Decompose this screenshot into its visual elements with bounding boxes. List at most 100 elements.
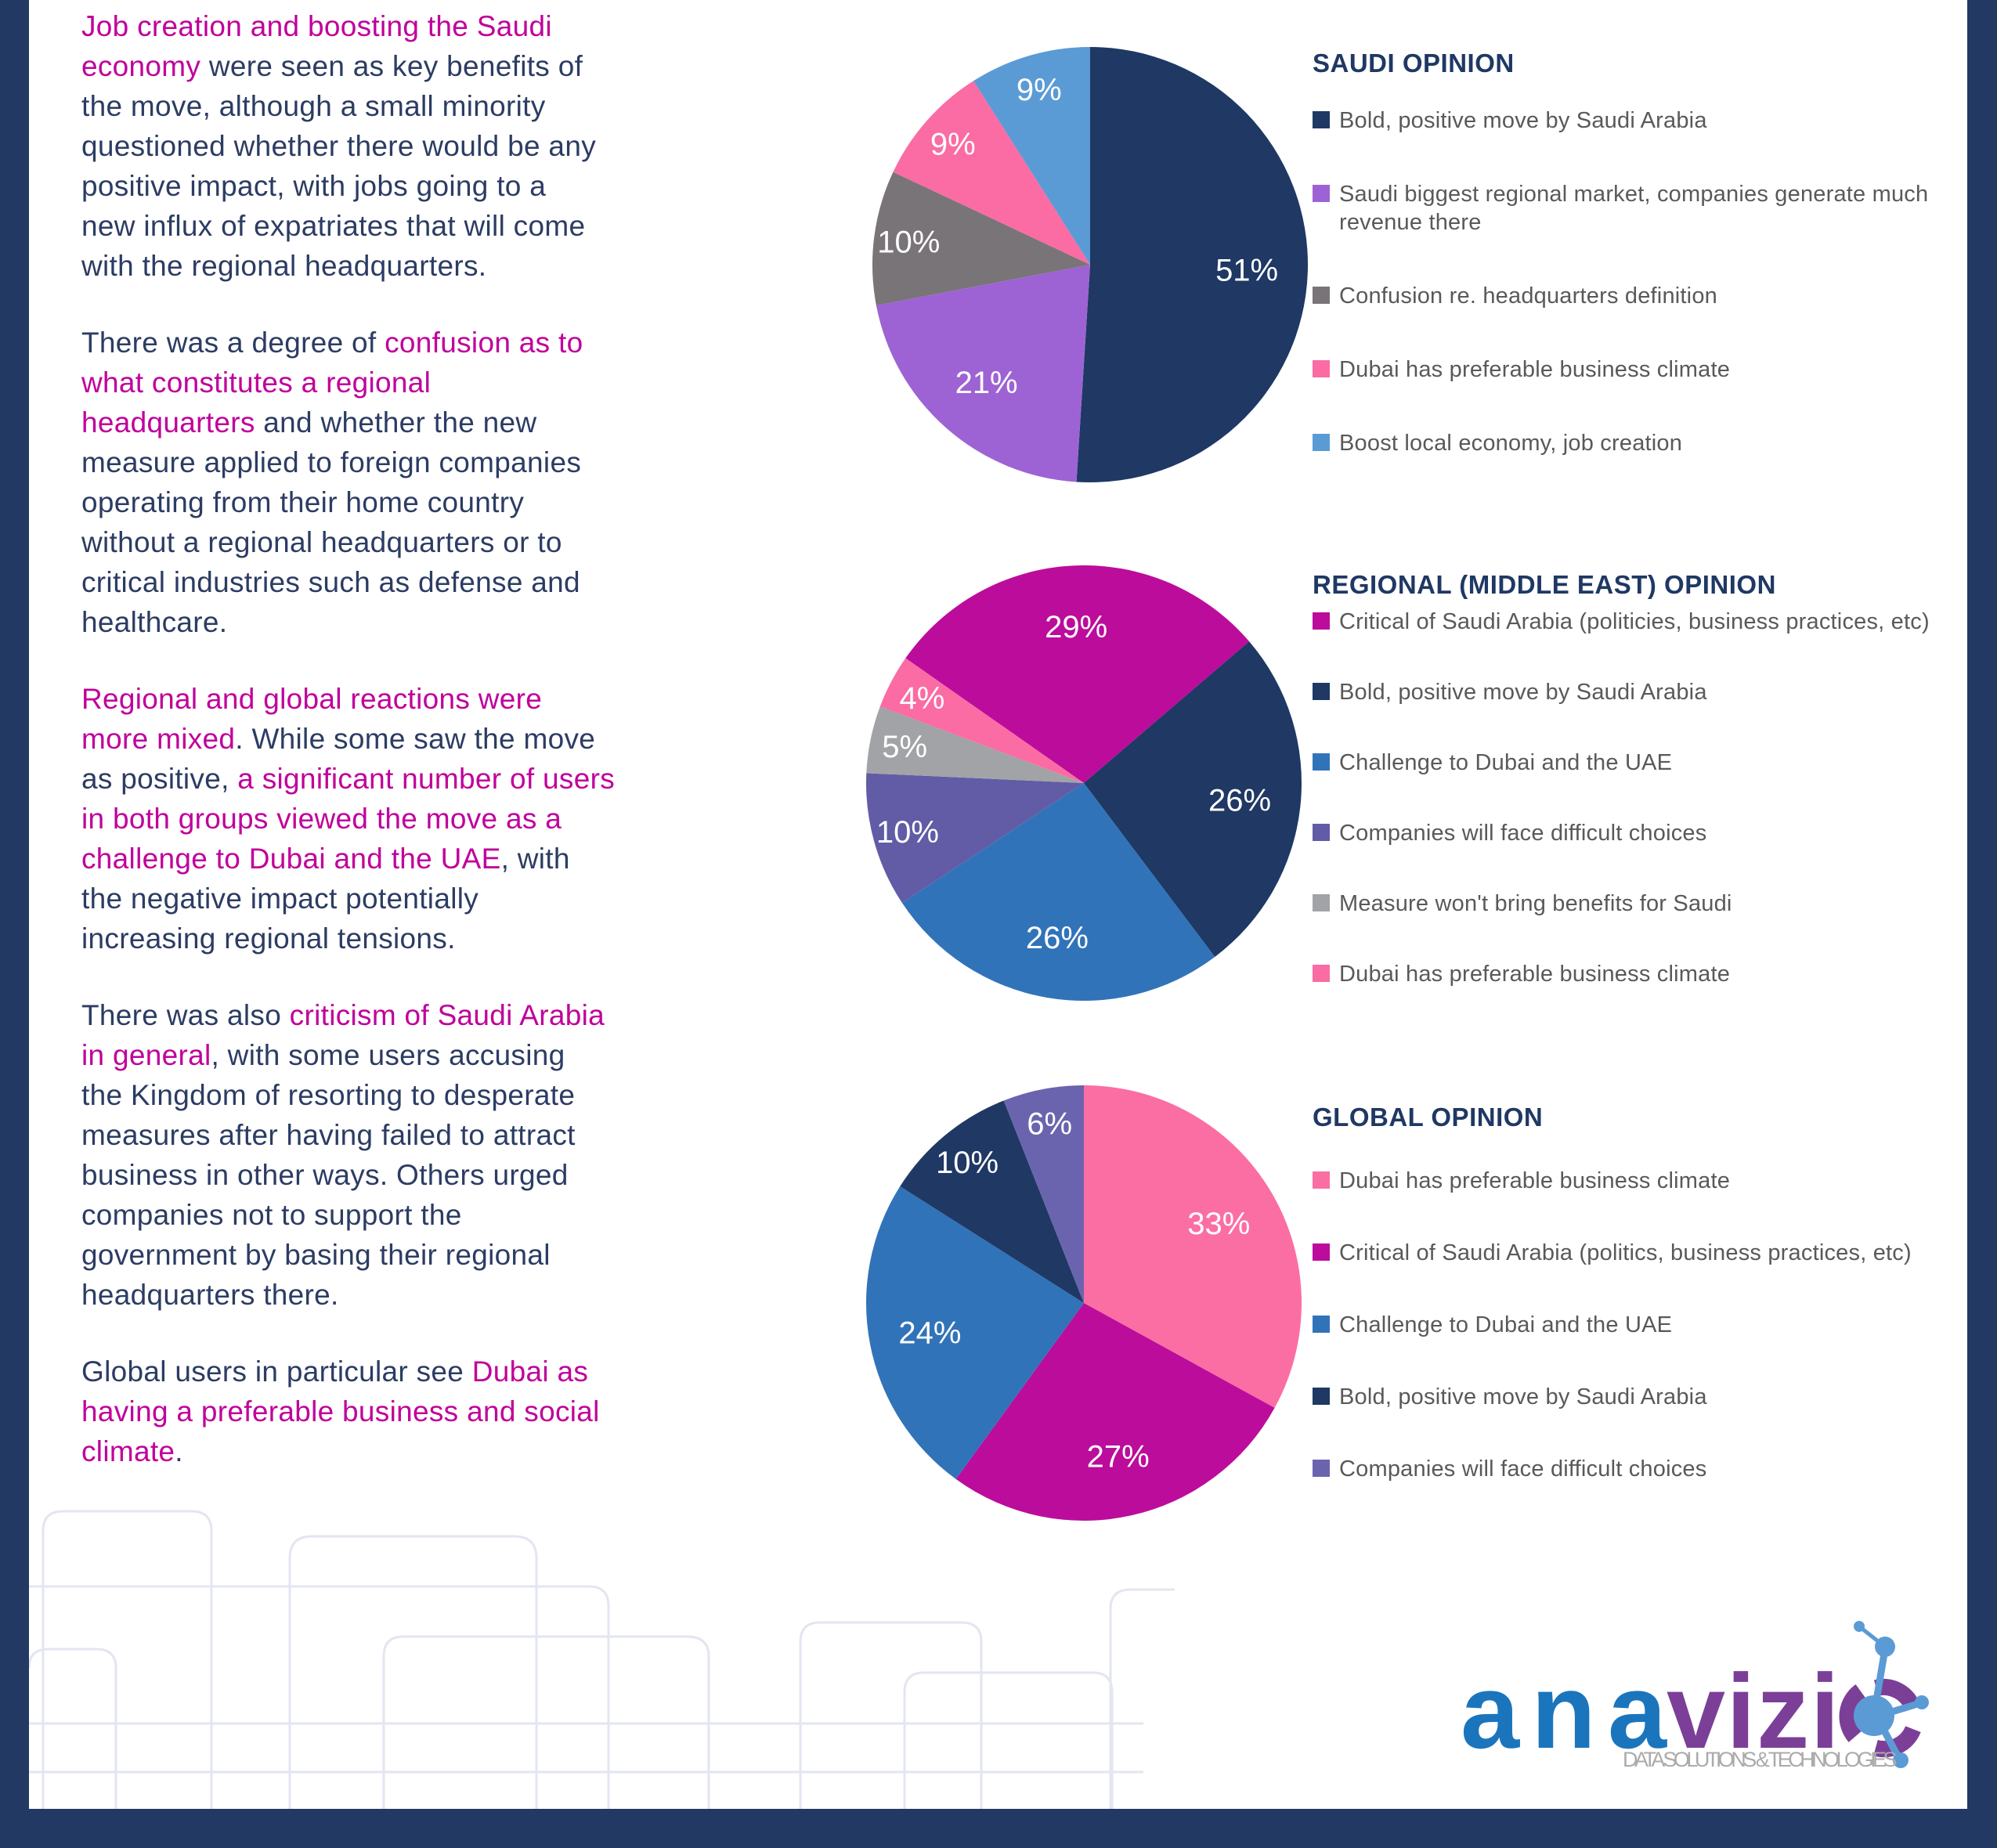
frame-border-bottom	[0, 1809, 1997, 1848]
highlight-text: more mixed	[81, 723, 236, 755]
legend-label: Confusion re. headquarters definition	[1339, 283, 1717, 309]
body-text: were seen as key benefits of	[200, 50, 583, 82]
legend-swatch-icon	[1313, 824, 1330, 841]
body-text: measure applied to foreign companies	[81, 446, 582, 478]
legend-item: Measure won't bring benefits for Saudi	[1313, 890, 1947, 918]
pie-slice	[1003, 1085, 1084, 1303]
pie-slice	[1084, 1085, 1302, 1408]
legend-label: Challenge to Dubai and the UAE	[1339, 750, 1673, 775]
legend-swatch-icon	[1313, 1171, 1330, 1189]
legend-title: REGIONAL (MIDDLE EAST) OPINION	[1313, 570, 1776, 599]
pie-slice-label: 9%	[930, 128, 976, 162]
pie-slice-label: 29%	[1045, 610, 1107, 644]
legend-item: Bold, positive move by Saudi Arabia	[1313, 678, 1947, 706]
pie-slice-label: 27%	[1087, 1439, 1150, 1474]
legend-label: Boost local economy, job creation	[1339, 431, 1683, 456]
legend-item: Saudi biggest regional market, companies…	[1313, 180, 1947, 236]
body-text: questioned whether there would be any	[81, 130, 596, 162]
body-text: the move, although a small minority	[81, 90, 546, 122]
anavizio-logo: ana vizi DATA SOLUTIONS & TECHNOLOGIES	[1461, 1621, 1929, 1771]
body-text: as positive,	[81, 763, 238, 795]
paragraph: Regional and global reactions were more m…	[81, 679, 786, 958]
legend-item: Challenge to Dubai and the UAE	[1313, 749, 1947, 777]
body-text: , with	[500, 843, 570, 875]
legend-item: Challenge to Dubai and the UAE	[1313, 1311, 1947, 1339]
logo-tagline: DATA SOLUTIONS & TECHNOLOGIES	[1623, 1748, 1901, 1771]
legend-item: Dubai has preferable business climate	[1313, 1167, 1947, 1195]
body-text: companies not to support the	[81, 1199, 462, 1231]
pie-slice-label: 9%	[1017, 73, 1062, 107]
legend-label: Critical of Saudi Arabia (politics, busi…	[1339, 1240, 1912, 1265]
highlight-text: headquarters	[81, 406, 255, 439]
body-text: There was a degree of	[81, 327, 385, 359]
pie-chart-saudi-opinion: 51% 21% 10% 9% 9%	[872, 47, 1309, 482]
body-text: positive impact, with jobs going to a	[81, 170, 547, 202]
legend-swatch-icon	[1313, 965, 1330, 982]
highlight-text: what constitutes a regional	[81, 366, 432, 399]
legend-swatch-icon	[1313, 434, 1330, 451]
pie-slice	[866, 706, 1084, 783]
legend-label: Bold, positive move by Saudi Arabia	[1339, 1384, 1707, 1409]
highlight-text: confusion as to	[385, 327, 583, 359]
legend-regional-opinion: REGIONAL (MIDDLE EAST) OPINION Critical …	[1313, 570, 1947, 988]
legend-item: Companies will face difficult choices	[1313, 1455, 1947, 1483]
pie-slice-label: 33%	[1187, 1207, 1250, 1241]
legend-swatch-icon	[1313, 185, 1330, 202]
legend-label: Measure won't bring benefits for Saudi	[1339, 891, 1732, 916]
body-text: and whether the new	[255, 406, 537, 439]
legend-item: Dubai has preferable business climate	[1313, 356, 1947, 384]
pie-slice	[1076, 47, 1309, 482]
frame-border-left	[0, 0, 29, 1848]
pie-slice-label: 21%	[955, 366, 1018, 400]
body-text: business in other ways. Others urged	[81, 1159, 569, 1191]
body-text: increasing regional tensions.	[81, 922, 456, 955]
pie-slice-label: 10%	[936, 1146, 998, 1180]
body-text: There was also	[81, 999, 290, 1031]
legend-label: Dubai has preferable business climate	[1339, 1168, 1731, 1193]
legend-swatch-icon	[1313, 1316, 1330, 1333]
legend-label: Companies will face difficult choices	[1339, 1456, 1707, 1482]
highlight-text: Job creation and boosting the Saudi	[81, 10, 552, 42]
body-text: critical industries such as defense and	[81, 566, 580, 598]
body-text: .	[175, 1435, 183, 1467]
legend-label: Critical of Saudi Arabia (politicies, bu…	[1339, 609, 1930, 634]
legend-item: Confusion re. headquarters definition	[1313, 282, 1947, 310]
highlight-text: in general	[81, 1039, 211, 1071]
logo-word-ana: ana	[1461, 1652, 1667, 1770]
pie-slice	[866, 773, 1084, 904]
highlight-text: climate	[81, 1435, 175, 1467]
legend-item: Boost local economy, job creation	[1313, 429, 1947, 457]
highlight-text: economy	[81, 50, 201, 82]
legend-saudi-opinion: SAUDI OPINION Bold, positive move by Sau…	[1313, 49, 1947, 457]
pie-slice-label: 6%	[1027, 1107, 1072, 1142]
paragraph: There was also criticism of Saudi Arabia…	[81, 995, 786, 1315]
pie-slice	[1084, 641, 1302, 958]
pie-slice-label: 10%	[877, 226, 940, 260]
legend-swatch-icon	[1313, 753, 1330, 771]
body-text: healthcare.	[81, 606, 228, 638]
legend-label: Dubai has preferable business climate	[1339, 962, 1731, 987]
frame-border-right	[1967, 0, 1997, 1848]
pie-slice-label: 26%	[1026, 921, 1089, 955]
body-text: government by basing their regional	[81, 1239, 551, 1271]
body-text: without a regional headquarters or to	[81, 526, 562, 558]
paragraph: There was a degree of confusion as to wha…	[81, 323, 786, 642]
highlight-text: a significant number of users	[237, 763, 615, 795]
pie-slice	[955, 1303, 1275, 1521]
legend-swatch-icon	[1313, 683, 1330, 700]
pie-slice	[973, 47, 1090, 265]
legend-swatch-icon	[1313, 894, 1330, 911]
legend-title: SAUDI OPINION	[1313, 49, 1515, 78]
pie-slice-label: 26%	[1208, 784, 1271, 818]
legend-swatch-icon	[1313, 1460, 1330, 1477]
highlight-text: having a preferable business and social	[81, 1395, 600, 1428]
highlight-text: Regional and global reactions were	[81, 683, 543, 715]
paragraph: Global users in particular see Dubai as h…	[81, 1352, 786, 1471]
legend-item: Critical of Saudi Arabia (politics, busi…	[1313, 1239, 1947, 1267]
legend-label: Companies will face difficult choices	[1339, 821, 1707, 846]
body-text: the negative impact potentially	[81, 882, 479, 915]
legend-swatch-icon	[1313, 1388, 1330, 1405]
highlight-text: criticism of Saudi Arabia	[289, 999, 605, 1031]
pie-slice	[876, 265, 1090, 482]
legend-item: Bold, positive move by Saudi Arabia	[1313, 1383, 1947, 1411]
